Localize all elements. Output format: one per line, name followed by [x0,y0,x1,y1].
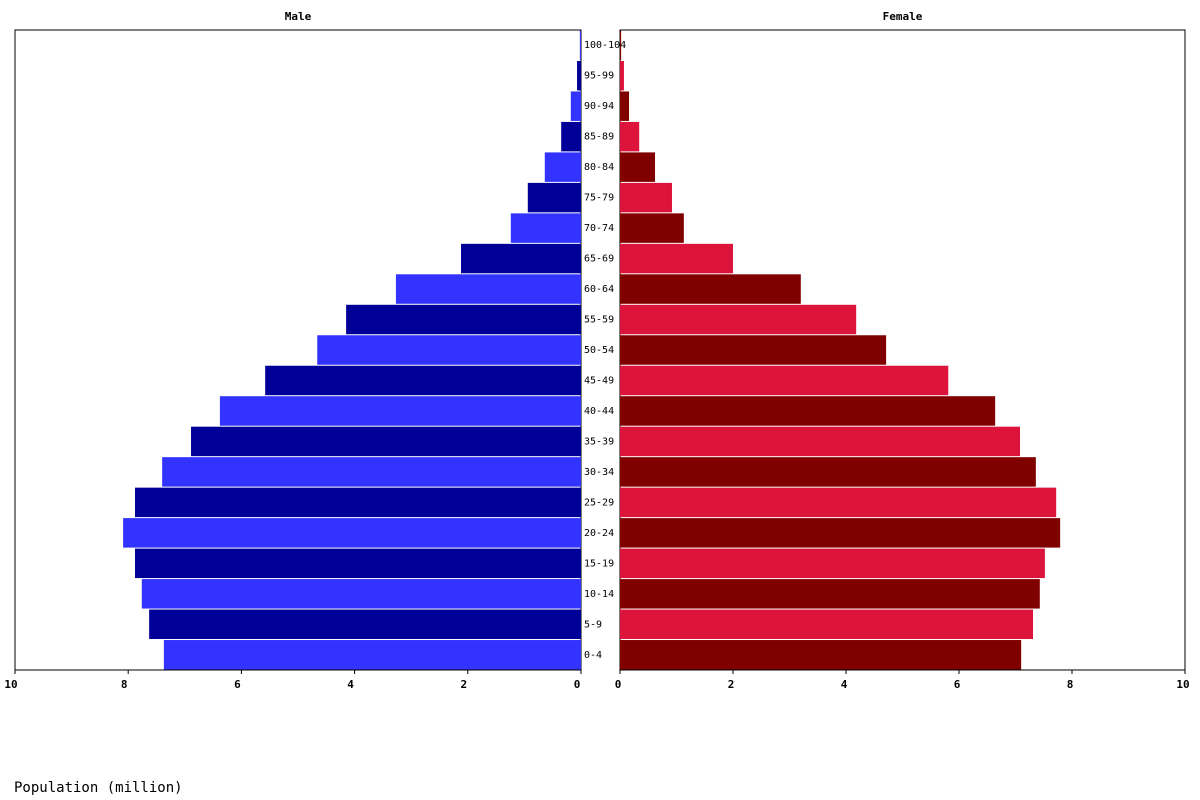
x-tick-label: 2 [728,678,735,691]
bar [461,243,581,274]
category-label: 30-34 [584,467,614,478]
bar [149,609,581,640]
bar [134,487,581,518]
bar [620,121,640,152]
x-tick-label: 0 [615,678,622,691]
category-label: 70-74 [584,223,614,234]
category-label: 90-94 [584,101,614,112]
category-label: 75-79 [584,193,614,204]
x-tick-label: 10 [4,678,17,691]
category-label: 60-64 [584,284,614,295]
bar [163,640,581,670]
bar [141,579,581,609]
bar [620,487,1057,518]
bar [620,213,684,243]
x-tick-label: 6 [954,678,961,691]
bar [317,335,581,365]
x-tick-label: 8 [1067,678,1074,691]
panel-title: Female [883,10,923,23]
bar [620,365,949,396]
bar [620,640,1022,670]
panel-title: Male [285,10,312,23]
category-label: 40-44 [584,406,614,417]
bar [620,609,1034,640]
bar [191,426,581,457]
bar [620,243,733,274]
x-tick-label: 2 [460,678,467,691]
x-tick-label: 4 [841,678,848,691]
category-label: 80-84 [584,162,614,173]
x-tick-label: 0 [574,678,581,691]
bar [561,121,581,152]
x-tick-label: 4 [347,678,354,691]
bar [620,91,630,121]
category-label: 25-29 [584,497,614,508]
category-label: 35-39 [584,436,614,447]
category-label: 45-49 [584,375,614,386]
category-label: 20-24 [584,528,614,539]
category-label: 95-99 [584,71,614,82]
bar [620,152,656,182]
bar [134,548,581,579]
bar [265,365,581,396]
category-label: 5-9 [584,619,602,630]
bar [620,60,624,91]
x-tick-label: 6 [234,678,241,691]
bar [395,274,581,304]
bar [620,182,672,213]
bar [620,548,1045,579]
bar [162,457,581,487]
bar [620,30,622,60]
category-label: 15-19 [584,558,614,569]
category-label: 55-59 [584,315,614,326]
x-axis-label: Population (million) [14,780,183,796]
bar [577,60,581,91]
bar [620,304,857,335]
bar [346,304,581,335]
category-label: 50-54 [584,345,614,356]
bar [620,335,887,365]
bar [219,396,581,426]
bar [570,91,581,121]
bar [620,396,996,426]
bar [123,518,581,548]
category-label: 100-104 [584,40,626,51]
category-label: 10-14 [584,589,614,600]
bar [620,579,1040,609]
x-tick-label: 10 [1176,678,1189,691]
category-label: 65-69 [584,254,614,265]
bar [579,30,581,60]
x-tick-label: 8 [121,678,128,691]
bar [510,213,581,243]
bar [620,274,801,304]
category-label: 85-89 [584,132,614,143]
bar [620,518,1061,548]
category-label: 0-4 [584,650,602,661]
bar [620,426,1021,457]
bar [544,152,581,182]
bar [527,182,581,213]
bar [620,457,1036,487]
